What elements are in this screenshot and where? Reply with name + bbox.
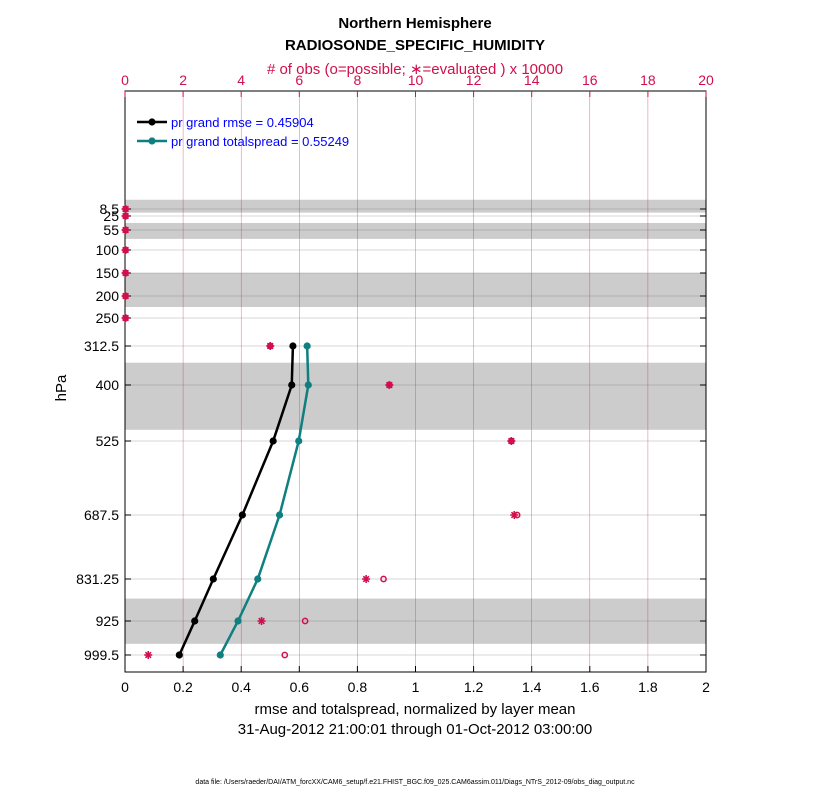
obs-possible-marker (380, 575, 387, 583)
legend-label: pr grand rmse = 0.45904 (171, 115, 314, 130)
rmse-point (191, 617, 199, 625)
top-tick-label: 0 (121, 72, 129, 88)
y-tick-label: 312.5 (84, 338, 119, 354)
obs-evaluated-marker (385, 381, 394, 389)
top-x-ticks: 0 2 4 6 8 10 12 14 16 18 20 (121, 72, 714, 97)
obs-evaluated-marker (121, 212, 130, 220)
x-tick-label: 1.2 (464, 679, 484, 695)
y-tick-label: 831.25 (76, 571, 119, 587)
legend-marker (148, 118, 156, 126)
y-tick-label: 200 (96, 288, 120, 304)
y-tick-label: 55 (103, 222, 119, 238)
y-tick-label: 999.5 (84, 647, 119, 663)
x-tick-label: 1.4 (522, 679, 542, 695)
top-axis-label: # of obs (o=possible; ∗=evaluated ) x 10… (267, 61, 563, 78)
obs-evaluated-marker (362, 575, 371, 583)
y-tick-label: 150 (96, 265, 120, 281)
top-tick-label: 4 (237, 72, 245, 88)
top-tick-label: 16 (582, 72, 598, 88)
x-tick-label: 0.6 (290, 679, 310, 695)
obs-evaluated-marker (144, 651, 153, 659)
x-tick-label: 2 (702, 679, 710, 695)
rmse-point (238, 511, 246, 519)
top-tick-label: 18 (640, 72, 656, 88)
obs-possible-marker (281, 651, 289, 659)
obs-evaluated-marker (121, 205, 130, 213)
y-axis-label: hPa (53, 374, 70, 401)
totalspread-point (275, 511, 284, 519)
y-tick-label: 925 (96, 613, 120, 629)
obs-evaluated-marker (121, 226, 130, 234)
y-tick-label: 250 (96, 310, 120, 326)
y-tick-label: 687.5 (84, 507, 119, 523)
chart-title: Northern Hemisphere (338, 15, 491, 32)
y-tick-label: 100 (96, 242, 120, 258)
obs-evaluated-marker (121, 269, 130, 277)
rmse-point (269, 437, 277, 445)
chart-subtitle: RADIOSONDE_SPECIFIC_HUMIDITY (285, 37, 545, 54)
obs-evaluated-marker (266, 342, 275, 350)
obs-evaluated-marker (121, 246, 130, 254)
top-tick-label: 20 (698, 72, 714, 88)
footer-data-file: data file: /Users/raeder/DAI/ATM_forcXX/… (195, 779, 635, 786)
top-tick-label: 12 (466, 72, 482, 88)
date-range: 31-Aug-2012 21:00:01 through 01-Oct-2012… (238, 721, 592, 738)
x-tick-label: 0 (121, 679, 129, 695)
totalspread-point (304, 381, 312, 389)
y-tick-label: 8.5 (100, 201, 120, 217)
x-tick-label: 0.2 (173, 679, 193, 695)
obs-evaluated-marker (121, 314, 130, 322)
x-tick-label: 0.8 (348, 679, 368, 695)
rmse-point (288, 381, 296, 389)
top-tick-label: 8 (354, 72, 362, 88)
y-tick-label: 25 (103, 208, 119, 224)
rmse-point (175, 651, 183, 659)
top-tick-label: 6 (295, 72, 303, 88)
x-tick-label: 1.6 (580, 679, 600, 695)
y-tick-label: 400 (96, 377, 120, 393)
x-tick-label: 0.4 (231, 679, 251, 695)
rmse-point (209, 575, 217, 583)
obs-evaluated-marker (507, 437, 516, 445)
obs-markers (121, 205, 521, 659)
obs-evaluated-marker (121, 292, 130, 300)
legend: pr grand rmse = 0.45904 pr grand totalspr… (137, 115, 349, 149)
totalspread-point (216, 651, 224, 659)
y-tick-label: 525 (96, 433, 120, 449)
totalspread-point (295, 437, 303, 445)
series-group (175, 342, 312, 659)
totalspread-point (303, 342, 311, 350)
x-axis-label: rmse and totalspread, normalized by laye… (255, 701, 576, 718)
obs-possible-marker (301, 617, 309, 625)
x-tick-label: 1.8 (638, 679, 658, 695)
x-tick-label: 1 (412, 679, 420, 695)
legend-label: pr grand totalspread = 0.55249 (171, 134, 349, 149)
obs-evaluated-marker (257, 617, 266, 625)
obs-evaluated-marker (510, 511, 519, 519)
totalspread-point (234, 617, 242, 625)
top-tick-label: 10 (408, 72, 424, 88)
top-tick-label: 2 (179, 72, 187, 88)
legend-marker (148, 137, 156, 145)
totalspread-point (254, 575, 262, 583)
rmse-point (289, 342, 297, 350)
top-tick-label: 14 (524, 72, 540, 88)
bottom-x-ticks: 0 0.2 0.4 0.6 0.8 1 1.2 1.4 1.6 1.8 2 (121, 666, 710, 695)
